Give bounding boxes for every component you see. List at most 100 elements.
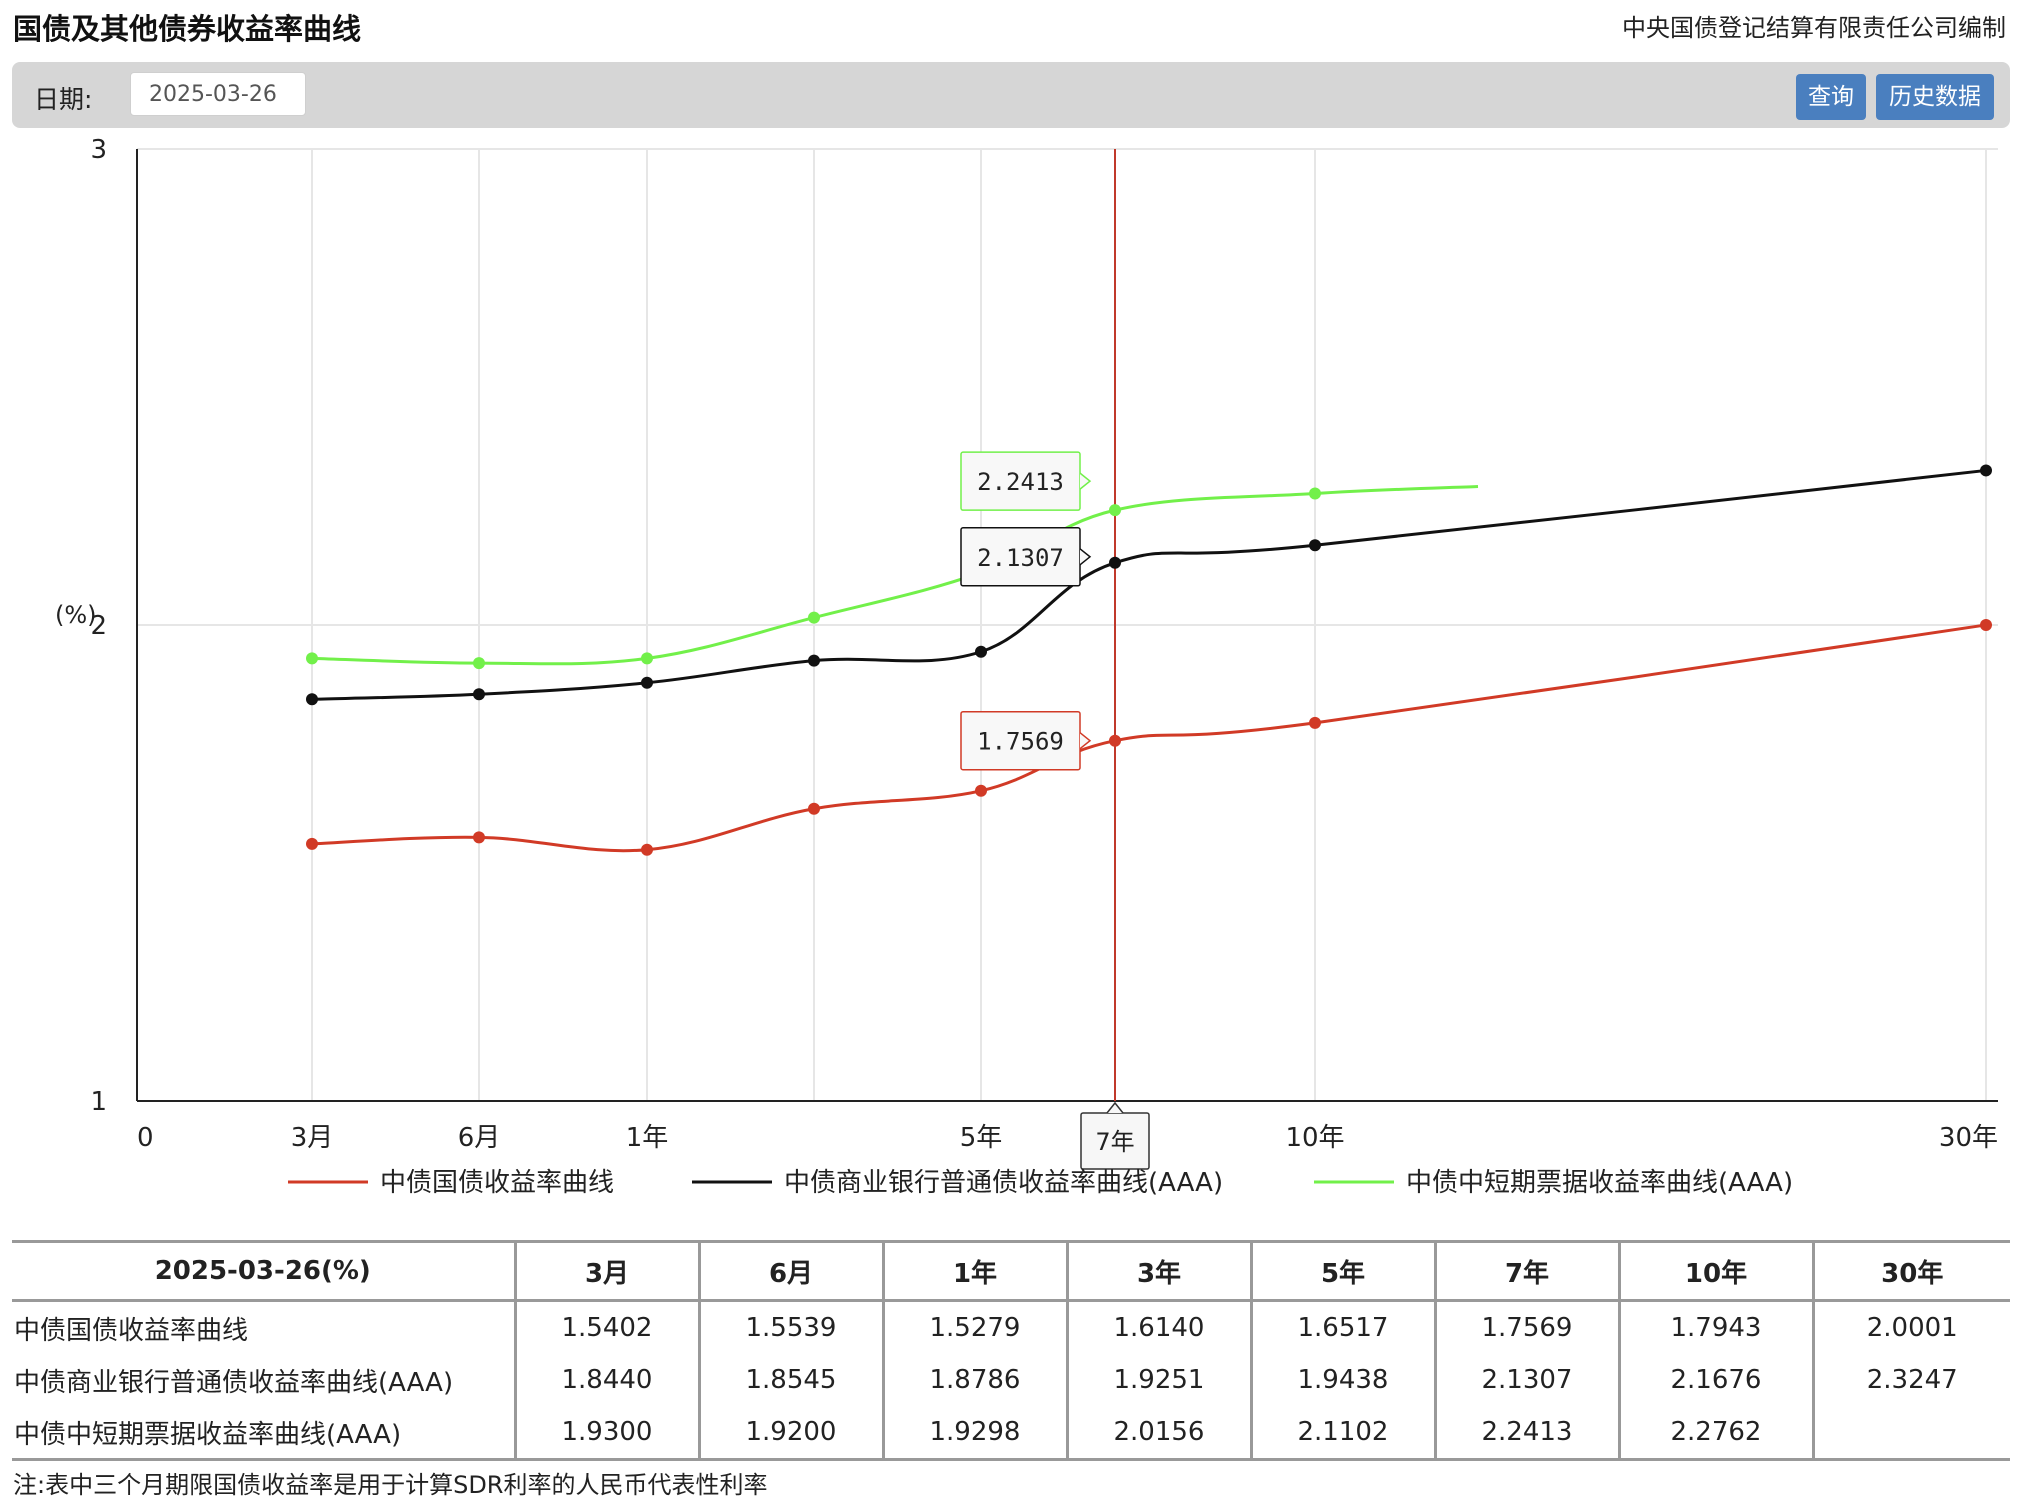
bank-bond-curve-point: [306, 693, 318, 706]
row-name: 中债中短期票据收益率曲线(AAA): [12, 1406, 515, 1461]
treasury-curve-point: [473, 831, 485, 844]
value-tooltip-pointer: [1079, 548, 1092, 566]
x-tooltip-pointer: [1106, 1101, 1124, 1114]
table-cell: 2.0156: [1065, 1406, 1251, 1461]
value-tooltip-label: 2.2413: [977, 468, 1064, 496]
table-cell: 1.9200: [697, 1406, 883, 1461]
yield-table-container: 2025-03-26(%) 3月 6月 1年 3年 5年 7年 10年 30年 …: [12, 1240, 2010, 1461]
table-cell: 1.8440: [513, 1354, 699, 1406]
table-cell: 1.5402: [513, 1300, 699, 1354]
value-tooltip-label: 1.7569: [977, 728, 1064, 756]
x-crosshair-tooltip: 7年: [1080, 1101, 1150, 1170]
table-cell: 1.8545: [697, 1354, 883, 1406]
treasury-curve-point: [808, 802, 820, 815]
cp-note-curve-point: [306, 652, 318, 665]
table-row: 中债国债收益率曲线 1.5402 1.5539 1.5279 1.6140 1.…: [12, 1300, 2010, 1354]
value-tooltip-label: 2.1307: [977, 544, 1064, 572]
table-row: 中债商业银行普通债收益率曲线(AAA) 1.8440 1.8545 1.8786…: [12, 1354, 2010, 1406]
table-header-cell: 3年: [1065, 1240, 1251, 1302]
table-cell: 2.1676: [1617, 1354, 1813, 1406]
table-header-cell: 6月: [697, 1240, 883, 1302]
row-name: 中债国债收益率曲线: [14, 1315, 249, 1346]
value-tooltip-pointer: [1079, 732, 1092, 750]
table-cell: 2.1307: [1433, 1354, 1619, 1406]
page-title: 国债及其他债券收益率曲线: [13, 12, 362, 46]
bank-bond-curve-point: [641, 676, 653, 689]
table-cell: 2.0001: [1811, 1300, 2010, 1354]
legend-label: 中债国债收益率曲线: [380, 1168, 614, 1198]
bank-bond-curve-point: [975, 645, 987, 658]
table-cell: 1.6517: [1249, 1300, 1435, 1354]
table-row: 中债中短期票据收益率曲线(AAA) 1.9300 1.9200 1.9298 2…: [12, 1406, 2010, 1461]
table-cell: 1.5539: [697, 1300, 883, 1354]
row-name: 中债商业银行普通债收益率曲线(AAA): [14, 1367, 454, 1398]
toolbar: 日期: 查询 历史数据: [12, 62, 2010, 128]
treasury-curve-point: [975, 784, 987, 797]
y-tick-label: 3: [90, 135, 107, 165]
table-header-row: 2025-03-26(%) 3月 6月 1年 3年 5年 7年 10年 30年: [12, 1240, 2010, 1302]
treasury-curve-point: [1309, 716, 1321, 729]
y-tick-label: 2: [90, 611, 107, 641]
cp-note-curve-point: [1109, 504, 1121, 517]
table-cell: 2.2762: [1617, 1406, 1813, 1461]
x-tick-label: 3月: [291, 1123, 334, 1153]
value-tooltip-pointer: [1079, 472, 1092, 490]
cp-note-curve-point: [641, 652, 653, 665]
table-cell: [1811, 1406, 2010, 1461]
treasury-curve-point: [1109, 734, 1121, 747]
table-cell: 1.8786: [881, 1354, 1067, 1406]
x-tick-label: 1年: [626, 1123, 669, 1153]
table-cell: 1.5279: [881, 1300, 1067, 1354]
x-tick-label: 6月: [458, 1123, 501, 1153]
history-data-button[interactable]: 历史数据: [1876, 74, 1994, 120]
legend-label: 中债中短期票据收益率曲线(AAA): [1406, 1168, 1793, 1198]
date-label: 日期:: [34, 85, 93, 114]
bank-bond-curve-point: [1309, 539, 1321, 552]
table-header-cell: 30年: [1811, 1240, 2010, 1302]
yield-table: 2025-03-26(%) 3月 6月 1年 3年 5年 7年 10年 30年 …: [12, 1240, 2010, 1461]
bank-bond-curve-point: [1109, 556, 1121, 569]
yield-curve-chart[interactable]: 1 2 3 (%) 0 3月 6月 1年 5年 10年 30年 7年 2.2413 2.1307 1.756…: [0, 130, 2026, 1235]
y-tick-label: 1: [90, 1087, 107, 1117]
table-cell: 1.6140: [1065, 1300, 1251, 1354]
table-header-cell: 7年: [1433, 1240, 1619, 1302]
table-cell: 1.7569: [1433, 1300, 1619, 1354]
legend-label: 中债商业银行普通债收益率曲线(AAA): [784, 1168, 1223, 1198]
y-axis-label: (%): [55, 601, 97, 629]
table-header-cell: 10年: [1617, 1240, 1813, 1302]
x-tick-label: 0: [137, 1123, 154, 1153]
table-cell: 2.3247: [1811, 1354, 2010, 1406]
x-tick-label: 5年: [960, 1123, 1003, 1153]
x-tooltip-label: 7年: [1095, 1128, 1134, 1156]
table-header-cell: 2025-03-26(%): [12, 1240, 515, 1302]
date-input[interactable]: [130, 72, 306, 116]
bank-bond-curve-point: [473, 688, 485, 701]
footnote: 注:表中三个月期限国债收益率是用于计算SDR利率的人民币代表性利率: [13, 1471, 768, 1499]
legend-item[interactable]: 中债商业银行普通债收益率曲线(AAA): [692, 1168, 1223, 1198]
cp-note-curve-line: [311, 485, 1479, 666]
table-header-cell: 3月: [513, 1240, 699, 1302]
publisher-label: 中央国债登记结算有限责任公司编制: [1622, 14, 2006, 42]
value-tooltip: 2.2413: [960, 451, 1092, 511]
cp-note-curve-point: [1309, 487, 1321, 500]
treasury-curve-point: [306, 837, 318, 850]
bank-bond-curve-point: [1980, 464, 1992, 477]
table-cell: 2.2413: [1433, 1406, 1619, 1461]
table-header-cell: 1年: [881, 1240, 1067, 1302]
query-button[interactable]: 查询: [1796, 74, 1866, 120]
table-cell: 1.7943: [1617, 1300, 1813, 1354]
value-tooltip: 1.7569: [960, 710, 1092, 771]
table-cell: 1.9251: [1065, 1354, 1251, 1406]
bank-bond-curve-point: [808, 654, 820, 667]
legend-item[interactable]: 中债国债收益率曲线: [288, 1168, 614, 1198]
cp-note-curve-point: [808, 611, 820, 624]
treasury-curve-point: [641, 843, 653, 856]
value-tooltip: 2.1307: [960, 527, 1092, 587]
table-cell: 1.9300: [513, 1406, 699, 1461]
legend-item[interactable]: 中债中短期票据收益率曲线(AAA): [1314, 1168, 1793, 1198]
table-cell: 1.9438: [1249, 1354, 1435, 1406]
x-tick-label: 30年: [1939, 1123, 1998, 1153]
treasury-curve-line: [311, 623, 1987, 853]
table-cell: 1.9298: [881, 1406, 1067, 1461]
table-header-cell: 5年: [1249, 1240, 1435, 1302]
